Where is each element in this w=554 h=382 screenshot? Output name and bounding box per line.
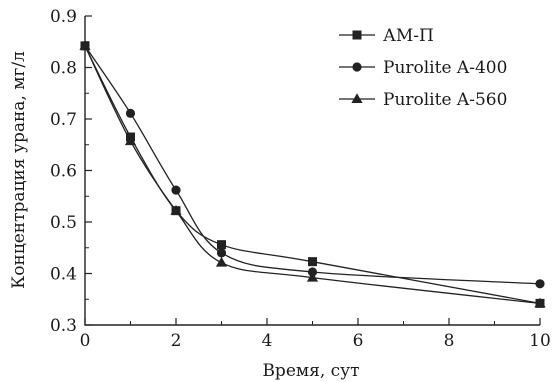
data-point-circle xyxy=(171,185,181,195)
data-point-circle xyxy=(125,108,136,118)
x-tick-label: 4 xyxy=(262,331,273,351)
legend-marker-circle xyxy=(352,62,362,72)
data-point-triangle xyxy=(79,40,91,50)
legend-label: Purolite A-560 xyxy=(383,90,507,110)
legend-marker-square xyxy=(352,30,362,40)
data-point-circle xyxy=(216,248,227,258)
data-point-triangle xyxy=(534,297,546,308)
x-tick-label: 0 xyxy=(80,331,91,351)
data-point-triangle xyxy=(215,256,228,267)
legend-label: АМ-П xyxy=(383,26,434,46)
y-tick-label: 0.5 xyxy=(50,213,77,233)
y-tick-label: 0.4 xyxy=(50,265,77,285)
data-point-square xyxy=(217,240,226,250)
x-tick-label: 2 xyxy=(171,331,182,351)
x-axis-label: Время, сут xyxy=(262,361,359,381)
legend-label: Purolite A-400 xyxy=(383,58,507,78)
y-tick-label: 0.9 xyxy=(50,7,77,27)
data-point-triangle xyxy=(306,271,319,282)
x-tick-label: 8 xyxy=(444,331,455,351)
data-point-circle xyxy=(535,279,545,289)
y-tick-label: 0.7 xyxy=(50,110,77,130)
x-tick-label: 10 xyxy=(529,331,551,351)
data-point-triangle xyxy=(124,135,137,146)
x-tick-label: 6 xyxy=(353,331,364,351)
y-tick-label: 0.6 xyxy=(50,162,77,182)
data-point-square xyxy=(308,257,317,267)
y-tick-label: 0.3 xyxy=(50,316,77,336)
data-point-triangle xyxy=(170,204,182,215)
series-line-circle xyxy=(84,45,541,285)
series-line-triangle xyxy=(84,45,541,305)
y-axis-label: Концентрация урана, мг/л xyxy=(9,51,29,289)
legend-marker-triangle xyxy=(351,93,363,103)
y-tick-label: 0.8 xyxy=(50,59,77,79)
